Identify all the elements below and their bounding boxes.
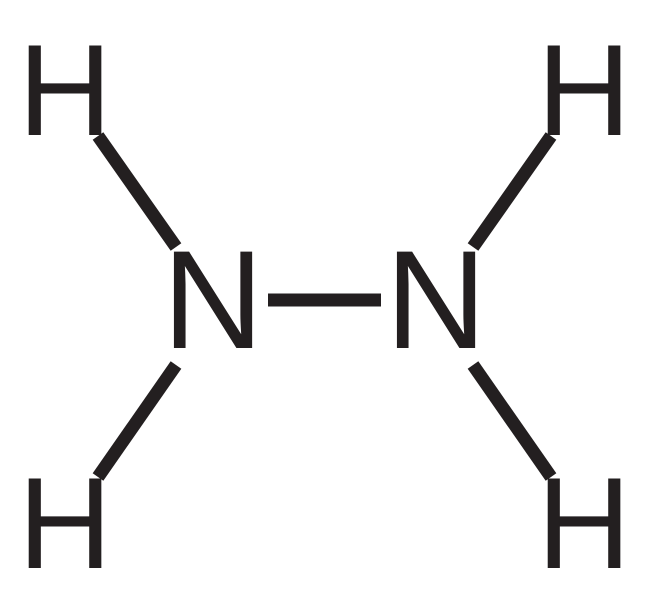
atom-H1: H <box>18 15 112 165</box>
atom-N1: N <box>162 219 263 381</box>
atom-H3: H <box>537 15 631 165</box>
atom-H4: H <box>537 448 631 598</box>
atom-N2: N <box>385 219 486 381</box>
atom-H2: H <box>18 448 112 598</box>
